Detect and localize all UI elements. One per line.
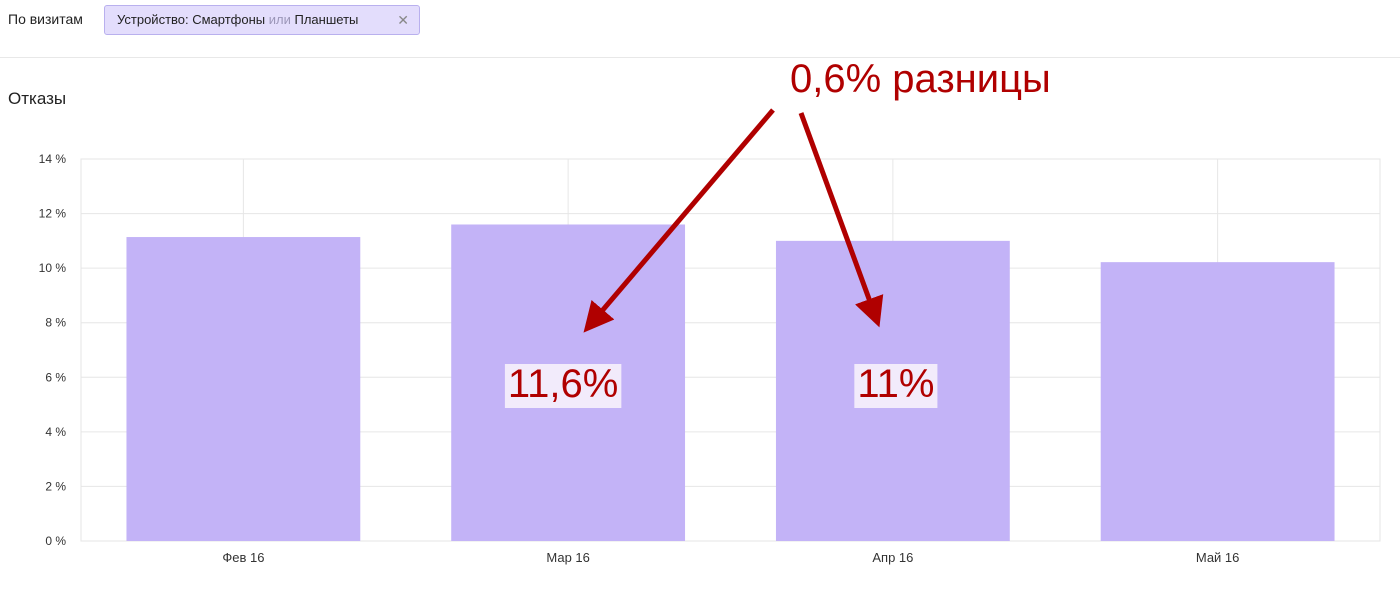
y-tick-label: 12 % [39,207,67,221]
y-tick-label: 6 % [45,370,66,384]
y-tick-label: 4 % [45,425,66,439]
y-tick-label: 14 % [39,152,67,166]
data-label-box [854,364,938,408]
segment-label: По визитам [8,11,83,27]
y-tick-label: 0 % [45,534,66,548]
y-tick-label: 8 % [45,316,66,330]
x-tick-label: Фев 16 [222,550,264,565]
y-tick-label: 2 % [45,479,66,493]
toolbar: По визитам Устройство: Смартфоны или Пла… [0,0,1400,58]
filter-chip[interactable]: Устройство: Смартфоны или Планшеты ✕ [104,5,420,35]
filter-value: Планшеты [294,12,359,27]
arrow [798,112,884,328]
data-label-box [504,364,622,408]
filter-field: Устройство: Смартфоны [117,12,266,27]
x-tick-label: Мар 16 [546,550,590,565]
y-tick-label: 10 % [39,261,67,275]
x-tick-label: Апр 16 [872,550,913,565]
bar [1100,262,1335,541]
data-label: 11,6% [508,362,618,406]
filter-operator: или [268,12,291,27]
chart-title: Отказы [8,89,66,108]
bar [126,237,361,541]
remove-filter[interactable]: ✕ [397,12,409,28]
arrow [583,108,775,333]
annotation: 0,6% разницы [790,57,1051,101]
x-tick-label: Май 16 [1196,550,1240,565]
data-label: 11% [857,362,934,406]
